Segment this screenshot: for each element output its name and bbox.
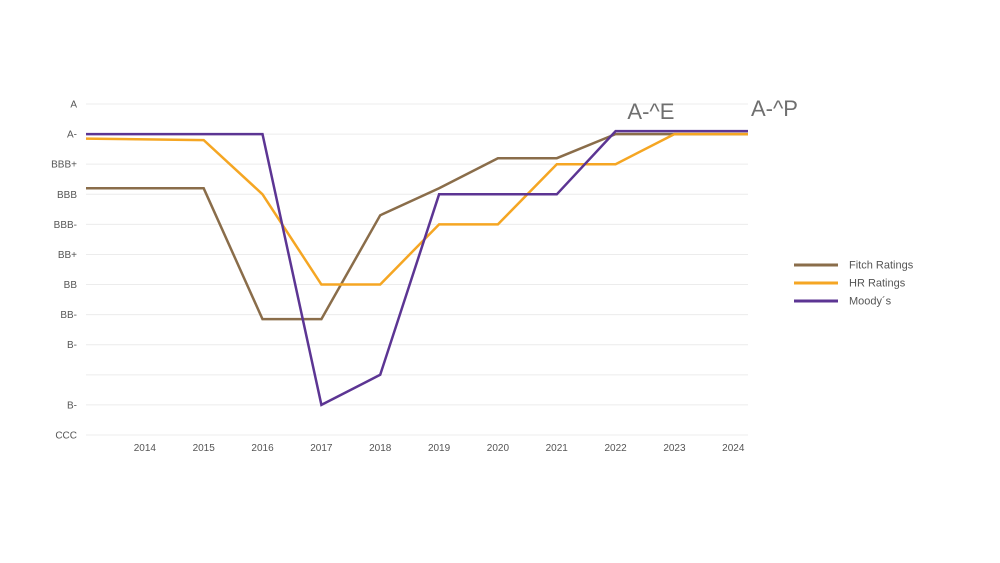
x-tick-label: 2023	[663, 443, 686, 454]
series-line-moody-s	[86, 129, 748, 407]
y-tick-label: A	[70, 100, 77, 111]
y-tick-label: BBB+	[51, 160, 77, 171]
y-tick-label: B-	[67, 340, 77, 351]
x-tick-label: 2021	[546, 443, 569, 454]
y-tick-label: BBB	[57, 190, 77, 201]
rating-annotations: A-^E A-^P	[627, 96, 798, 124]
x-tick-label: 2020	[487, 443, 510, 454]
legend-label: Moody´s	[849, 296, 892, 308]
x-tick-label: 2019	[428, 443, 451, 454]
x-tick-label: 2024	[722, 443, 745, 454]
x-tick-label: 2022	[604, 443, 627, 454]
legend: Fitch Ratings HR Ratings Moody´s	[794, 260, 914, 308]
series-line-fitch-ratings	[86, 132, 748, 321]
y-tick-label: BBB-	[54, 220, 77, 231]
legend-label: HR Ratings	[849, 278, 906, 290]
x-axis-tick-labels: 2014 2015 2016 2017 2018 2019 2020 2021 2022 2023…	[134, 443, 745, 454]
x-tick-label: 2017	[310, 443, 333, 454]
x-tick-label: 2018	[369, 443, 392, 454]
rating-annotation: A-^P	[751, 96, 798, 121]
y-tick-label: BB	[64, 280, 78, 291]
x-tick-label: 2015	[193, 443, 216, 454]
y-tick-label: CCC	[55, 431, 77, 442]
gridlines	[86, 103, 748, 436]
x-tick-label: 2014	[134, 443, 157, 454]
y-tick-label: B-	[67, 400, 77, 411]
x-tick-label: 2016	[251, 443, 274, 454]
legend-label: Fitch Ratings	[849, 260, 914, 272]
y-axis-tick-labels: CCC B- B- BB- BB BB+ BBB- BBB BBB+ A- A	[51, 100, 77, 442]
y-tick-label: BB+	[58, 250, 77, 261]
y-tick-label: BB-	[60, 310, 77, 321]
series-line-hr-ratings	[85, 132, 748, 286]
series-lines	[85, 129, 748, 407]
rating-annotation: A-^E	[627, 99, 674, 124]
y-tick-label: A-	[67, 130, 77, 141]
